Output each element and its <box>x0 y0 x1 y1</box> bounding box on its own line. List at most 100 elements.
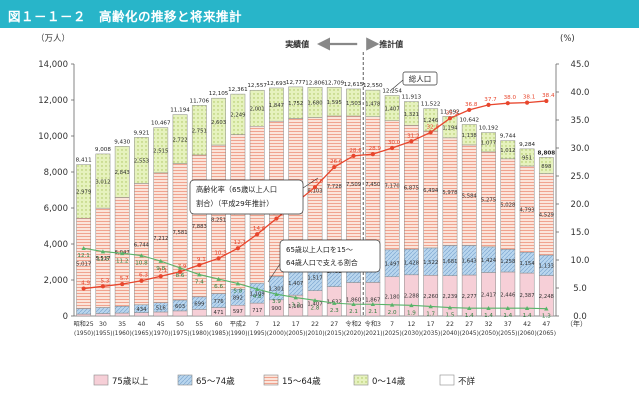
aging-rate-label: 32.8 <box>426 124 439 130</box>
x-tick-era-label: 22 <box>311 321 319 328</box>
bar-value-label: 1,407 <box>288 281 303 287</box>
y-tick-label-right: 25.0 <box>571 172 590 182</box>
x-tick-year-label: (2055) <box>498 331 517 337</box>
x-tick-era-label: 令和3 <box>365 320 381 328</box>
y-tick-label-right: 5.0 <box>573 284 587 294</box>
x-tick-era-label: 37 <box>504 321 512 328</box>
support-ratio-label: 12.1 <box>77 253 90 259</box>
bar-value-label: 1,752 <box>288 101 303 107</box>
bar-value-label: 1,321 <box>404 112 419 118</box>
support-ratio-label: 5.8 <box>233 289 242 295</box>
x-tick-year-label: (1985) <box>209 331 228 337</box>
x-tick-era-label: 32 <box>485 321 493 328</box>
total-value-label: 12,550 <box>363 83 383 89</box>
aging-rate-label: 38.1 <box>523 95 536 101</box>
legend-label: 15～64歳 <box>282 376 321 387</box>
aging-rate-point <box>332 164 337 170</box>
total-callout-box <box>402 71 438 86</box>
bar-segment-0-14 <box>114 146 130 198</box>
support-ratio-label: 10.8 <box>135 261 148 267</box>
aging-rate-label: 6.3 <box>139 273 148 279</box>
bar-segment-0-14 <box>95 153 111 209</box>
x-tick-era-label: 7 <box>390 321 394 328</box>
support-ratio-point <box>293 295 298 300</box>
x-tick-era-label: 30 <box>99 321 107 328</box>
support-ratio-point <box>370 302 376 307</box>
bar-value-label: 1,428 <box>404 260 420 266</box>
legend: 75歳以上 65～74歳 15～64歳 0～14歳 不詳 <box>93 374 476 387</box>
bar-value-label: 2,751 <box>192 128 207 134</box>
bar-value-label: 1,497 <box>385 262 400 268</box>
total-value-label: 12,709 <box>324 80 344 86</box>
aging-rate-label: 7.9 <box>178 264 187 270</box>
legend-swatch <box>263 374 279 386</box>
y-tick-label-right: 15.0 <box>571 228 590 238</box>
bar-value-label: 1,503 <box>346 101 361 107</box>
bar-value-label: 1,077 <box>481 141 496 147</box>
legend-label: 65～74歳 <box>196 376 235 387</box>
bar-segment-0-14 <box>76 164 92 219</box>
bar-value-label: 1,012 <box>500 148 515 154</box>
bar-segment-0-14 <box>538 157 554 174</box>
total-value-label: 12,557 <box>247 83 267 89</box>
x-tick-era-label: 50 <box>176 321 184 328</box>
x-tick-era-label: 令和2 <box>345 320 361 328</box>
bar-value-label: 6,875 <box>404 186 419 192</box>
x-tick-era-label: 40 <box>138 321 146 328</box>
aging-rate-point <box>390 145 395 151</box>
y-tick-label-left: 10,000 <box>38 132 68 142</box>
bar-value-label: 2,553 <box>134 159 149 165</box>
support-ratio-label: 8.6 <box>176 273 185 279</box>
bar-segment-0-14 <box>500 140 516 160</box>
support-ratio-point <box>428 304 433 309</box>
aging-rate-point <box>505 101 510 106</box>
legend-swatch <box>439 374 455 386</box>
bar-value-label: 1,478 <box>365 102 381 108</box>
bar-value-label: 434 <box>136 307 147 313</box>
support-ratio-point <box>120 251 125 256</box>
bar-value-label: 8,251 <box>211 218 226 224</box>
bar-segment-65-74 <box>95 307 111 314</box>
total-value-label: 11,913 <box>402 95 422 101</box>
bar-segment-0-14 <box>249 89 265 127</box>
support-ratio-point <box>505 305 510 310</box>
aging-rate-point <box>81 286 86 291</box>
bar-value-label: 1,154 <box>519 261 535 267</box>
bar-value-label: 1,138 <box>462 133 478 139</box>
total-value-label: 12,361 <box>228 87 248 93</box>
y-tick-label-left: 12,000 <box>38 96 68 106</box>
x-tick-year-label: (1990) <box>228 331 247 337</box>
x-tick-year-label: (2020) <box>344 331 363 337</box>
x-tick-era-label: 22 <box>446 321 454 328</box>
aging-rate-label: 9.1 <box>197 257 206 263</box>
aging-rate-point <box>158 274 163 279</box>
total-value-label: 12,777 <box>286 80 306 86</box>
bar-value-label: 1,258 <box>500 259 516 265</box>
aging-rate-point <box>255 232 260 237</box>
bar-value-label: 1,109 <box>250 291 265 297</box>
aging-rate-point <box>467 107 472 113</box>
support-ratio-point <box>351 302 356 307</box>
bar-segment-65-74 <box>114 306 130 314</box>
support-ratio-label: 6.6 <box>214 284 223 290</box>
x-tick-year-label: (2025) <box>382 331 401 337</box>
support-ratio-label: 1.7 <box>426 311 435 317</box>
aging-rate-label: 28.6 <box>349 148 362 154</box>
bar-value-label: 5,017 <box>76 262 91 268</box>
x-tick-year-label: (2000) <box>267 331 286 337</box>
legend-swatch <box>353 374 369 386</box>
bar-value-label: 1,867 <box>365 297 380 303</box>
y-tick-label-right: 20.0 <box>571 200 590 210</box>
aging-rate-label: 38.0 <box>504 95 517 101</box>
total-value-label: 12,615 <box>344 82 364 88</box>
bar-value-label: 7,170 <box>385 184 401 190</box>
aging-rate-label: 12.1 <box>234 240 247 246</box>
support-ratio-label: 2.0 <box>388 310 397 316</box>
x-tick-year-label: (1960) <box>113 331 132 337</box>
bar-segment-0-14 <box>172 114 188 164</box>
bar-value-label: 4,529 <box>539 213 554 219</box>
aging-rate-point <box>216 256 221 261</box>
support-ratio-point <box>389 302 395 307</box>
bar-value-label: 5,028 <box>500 202 516 208</box>
